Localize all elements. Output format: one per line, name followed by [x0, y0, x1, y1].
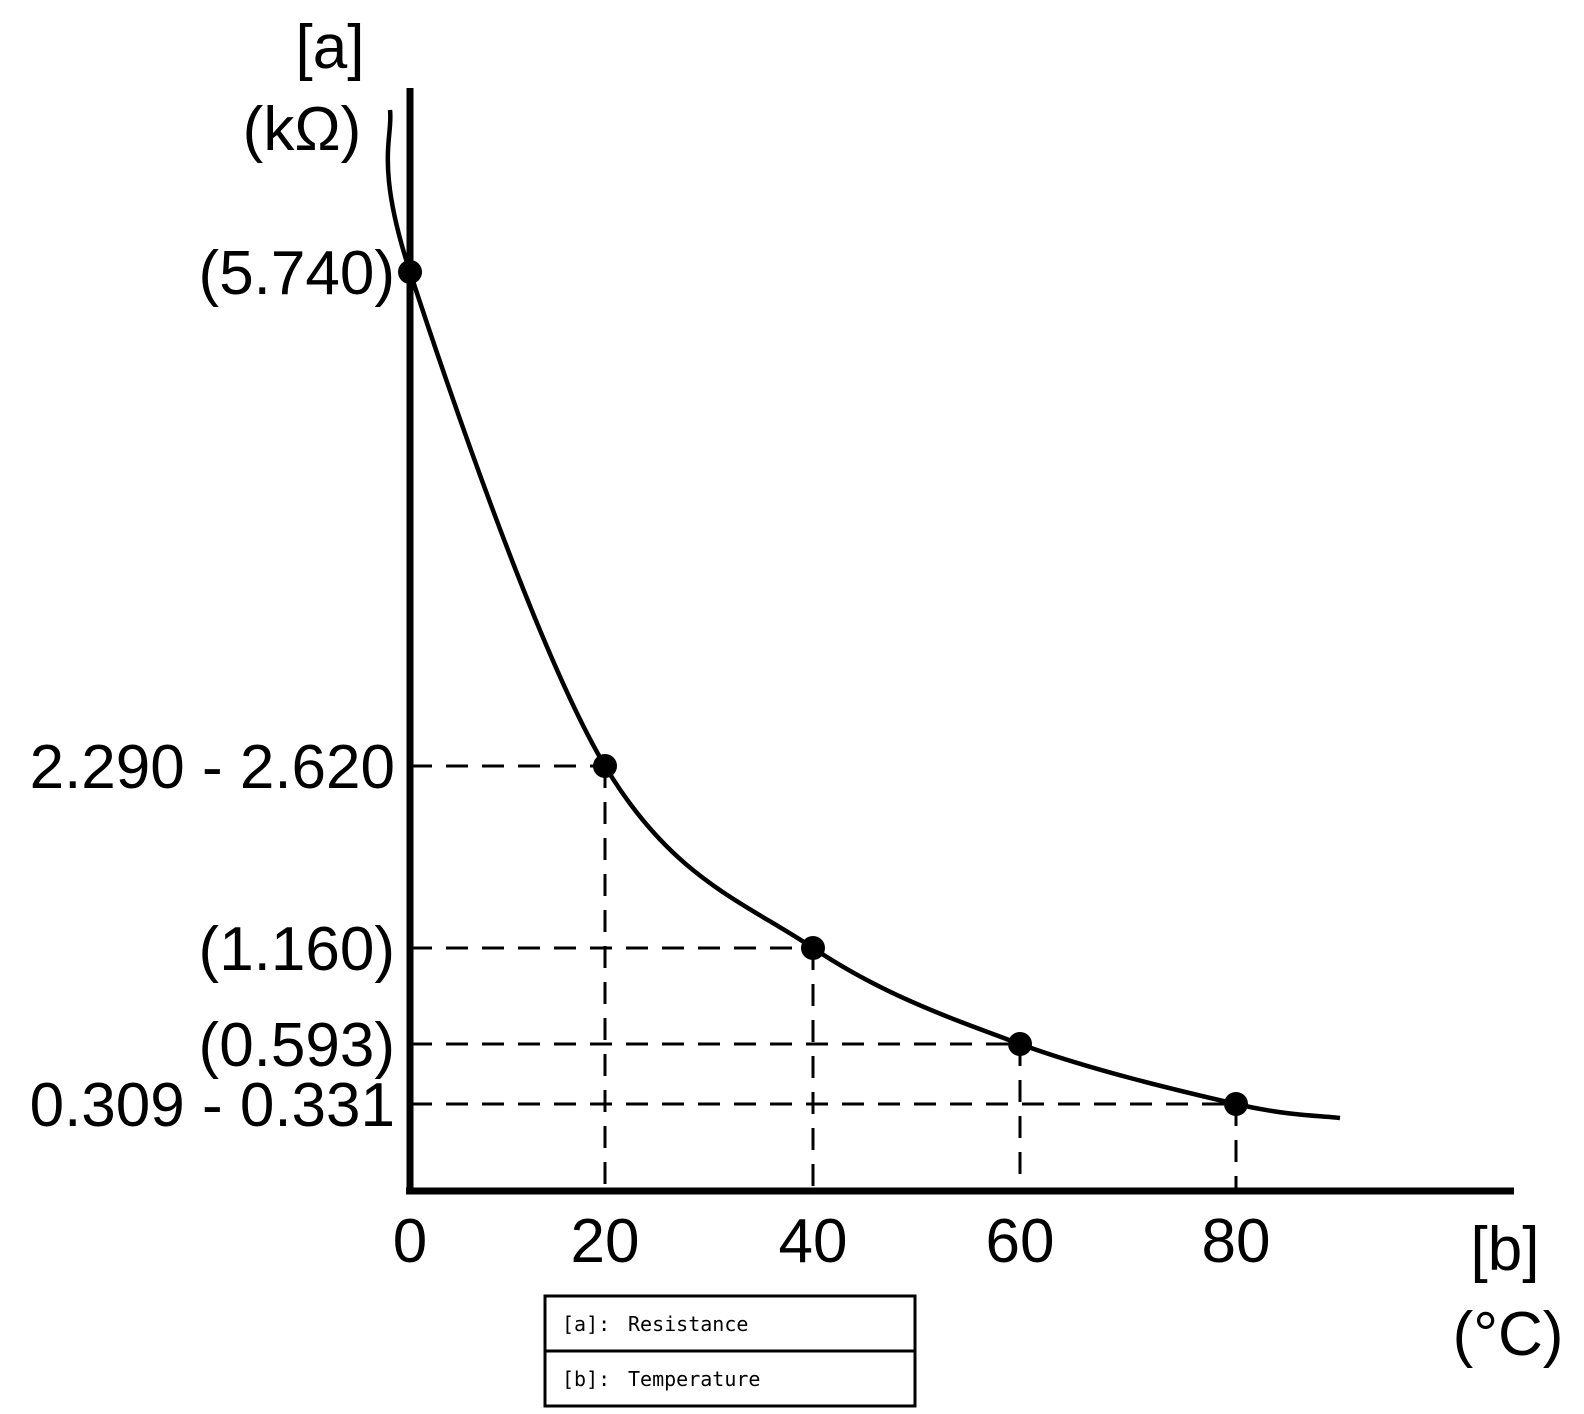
x-tick-label: 80: [1202, 1207, 1271, 1276]
data-point: [1224, 1092, 1248, 1116]
data-points: [398, 260, 1248, 1116]
guide-lines: [410, 764, 1238, 1191]
legend-key-a: [a]:: [562, 1312, 610, 1336]
data-point: [593, 754, 617, 778]
x-tick-label: 60: [986, 1207, 1055, 1276]
legend-key-b: [b]:: [562, 1367, 610, 1391]
x-tick-label: 0: [393, 1207, 427, 1276]
y-axis-unit: (kΩ): [243, 95, 362, 164]
resistance-curve: [385, 109, 1341, 1121]
y-tick-label: 0.309 - 0.331: [30, 1071, 395, 1140]
legend-label-a: Resistance: [628, 1312, 748, 1336]
legend-label-b: Temperature: [628, 1367, 760, 1391]
legend: [a]: Resistance [b]: Temperature: [543, 1294, 917, 1408]
data-point: [801, 936, 825, 960]
x-axis-label: [b]: [1471, 1215, 1540, 1284]
data-point: [1008, 1032, 1032, 1056]
y-tick-label: (1.160): [199, 915, 395, 984]
y-axis-label: [a]: [296, 13, 365, 82]
data-point: [398, 260, 422, 284]
y-tick-label: (0.593): [199, 1011, 395, 1080]
x-tick-label: 40: [779, 1207, 848, 1276]
y-tick-labels: (5.740) 2.290 - 2.620 (1.160) (0.593)0.309 …: [30, 239, 395, 1140]
x-tick-label: 20: [571, 1207, 640, 1276]
y-tick-label: 2.290 - 2.620: [30, 733, 395, 802]
x-axis-unit: (°C): [1453, 1300, 1564, 1369]
x-tick-labels: 0 20 40 60 80: [393, 1207, 1271, 1276]
y-tick-label: (5.740): [199, 239, 395, 308]
